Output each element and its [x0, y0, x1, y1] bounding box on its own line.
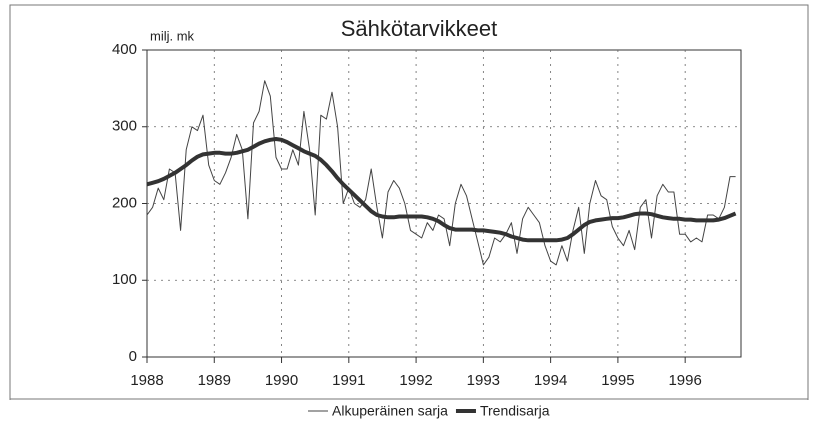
frame: [9, 4, 809, 400]
x-tick-label: 1993: [467, 372, 500, 389]
y-tick-label: 100: [112, 271, 137, 288]
y-tick-label: 0: [129, 348, 137, 365]
legend-label: Alkuperäinen sarja: [332, 403, 448, 419]
x-tick-label: 1992: [399, 372, 432, 389]
series-line: [146, 137, 737, 243]
y-tick-label: 400: [112, 41, 137, 58]
y-tick-label: 200: [112, 194, 137, 211]
x-tick-label: 1990: [265, 372, 298, 389]
y-tick-label: 300: [112, 118, 137, 135]
x-tick-label: 1991: [332, 372, 365, 389]
x-tick-label: 1995: [601, 372, 634, 389]
x-tick-label: 1989: [198, 372, 231, 389]
series-line: [146, 80, 736, 266]
chart-title: Sähkötarvikkeet: [341, 16, 498, 41]
x-tick-label: 1988: [130, 372, 163, 389]
legend-label: Trendisarja: [480, 403, 550, 419]
x-tick-label: 1994: [534, 372, 567, 389]
x-tick-label: 1996: [668, 372, 701, 389]
y-axis-label: milj. mk: [150, 28, 195, 43]
